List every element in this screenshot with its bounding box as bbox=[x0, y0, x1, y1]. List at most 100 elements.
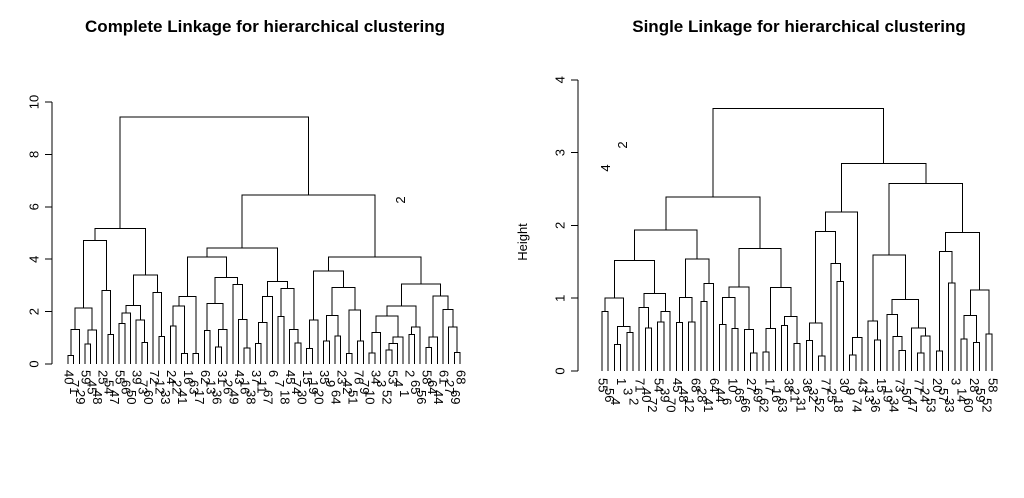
dendrogram-link bbox=[969, 289, 990, 335]
dendrogram-link bbox=[432, 295, 449, 338]
leaf-label: 20 bbox=[930, 378, 945, 392]
dendrogram-link bbox=[898, 350, 906, 371]
leaf-label: 66 bbox=[118, 380, 133, 394]
dendrogram-link bbox=[643, 292, 666, 312]
dendrogram-link bbox=[678, 296, 693, 323]
leaf-label: 76 bbox=[351, 370, 366, 384]
leaf-label: 54 bbox=[651, 378, 666, 392]
leaf-label: 28 bbox=[695, 388, 710, 402]
dendrogram-link bbox=[685, 258, 710, 298]
leaf-label: 73 bbox=[893, 378, 908, 392]
annotation-label: 2 bbox=[393, 196, 408, 203]
leaf-label: 45 bbox=[283, 370, 298, 384]
dendrogram-link bbox=[657, 321, 665, 371]
leaf-label: 45 bbox=[84, 380, 99, 394]
single-linkage-title: Single Linkage for hierarchical clusteri… bbox=[632, 17, 965, 36]
leaf-label: 19 bbox=[306, 380, 321, 394]
leaf-label: 60 bbox=[961, 398, 976, 412]
leaf-label: 40 bbox=[639, 388, 654, 402]
dendrogram-link bbox=[386, 305, 417, 328]
leaf-label: 30 bbox=[837, 378, 852, 392]
leaf-label: 12 bbox=[682, 398, 697, 412]
dendrogram-link bbox=[731, 327, 739, 371]
dendrogram-link bbox=[323, 340, 330, 364]
dendrogram-link bbox=[385, 349, 393, 364]
leaf-label: 36 bbox=[868, 398, 883, 412]
leaf-label: 57 bbox=[936, 388, 951, 402]
leaf-label: 34 bbox=[887, 398, 902, 412]
dendrogram-link bbox=[206, 303, 224, 331]
leaf-label: 72 bbox=[645, 398, 660, 412]
leaf-label: 53 bbox=[385, 370, 400, 384]
leaf-label: 35 bbox=[317, 370, 332, 384]
complete-linkage-dendrogram bbox=[67, 116, 461, 364]
leaf-label: 52 bbox=[380, 390, 395, 404]
leaf-label: 3 bbox=[374, 380, 389, 387]
dendrogram-link bbox=[135, 319, 146, 364]
dendrogram-link bbox=[972, 341, 981, 371]
leaf-label: 9 bbox=[843, 388, 858, 395]
leaf-label: 73 bbox=[135, 380, 150, 394]
leaf-label: 29 bbox=[73, 390, 88, 404]
dendrogram-link bbox=[254, 342, 262, 364]
leaf-label: 15 bbox=[300, 370, 315, 384]
dendrogram-link bbox=[83, 239, 107, 308]
leaf-label: 6 bbox=[266, 370, 281, 377]
dendrogram-link bbox=[169, 325, 177, 364]
single-linkage-y-axis: 0 1 2 3 4 bbox=[552, 76, 579, 375]
dendrogram-link bbox=[125, 305, 141, 321]
dendrogram-link bbox=[257, 322, 268, 364]
leaf-label: 72 bbox=[147, 370, 162, 384]
leaf-label: 49 bbox=[226, 390, 241, 404]
leaf-label: 18 bbox=[831, 398, 846, 412]
leaf-label: 36 bbox=[209, 390, 224, 404]
leaf-label: 38 bbox=[243, 390, 258, 404]
leaf-label: 4 bbox=[608, 398, 623, 405]
leaf-label: 7 bbox=[272, 380, 287, 387]
y-tick-label: 0 bbox=[552, 367, 567, 374]
leaf-label: 41 bbox=[701, 398, 716, 412]
dendrogram-link bbox=[675, 321, 683, 371]
dendrogram-link bbox=[331, 286, 356, 316]
dendrogram-link bbox=[448, 326, 458, 364]
leaf-label: 64 bbox=[329, 390, 344, 404]
leaf-label: 71 bbox=[67, 380, 82, 394]
dendrogram-link bbox=[830, 263, 841, 371]
leaf-label: 71 bbox=[633, 378, 648, 392]
dendrogram-link bbox=[388, 343, 399, 364]
leaf-label: 20 bbox=[312, 390, 327, 404]
dendrogram-link bbox=[74, 307, 93, 331]
dendrogram-link bbox=[453, 352, 461, 364]
dendrogram-link bbox=[218, 328, 228, 364]
leaf-label: 45 bbox=[670, 378, 685, 392]
leaf-label: 77 bbox=[818, 378, 833, 392]
dendrogram-link bbox=[237, 319, 248, 364]
leaf-label: 55 bbox=[596, 378, 611, 392]
leaf-label: 74 bbox=[849, 398, 864, 412]
leaf-label: 65 bbox=[732, 388, 747, 402]
leaf-label: 42 bbox=[340, 380, 355, 394]
dendrogram-link bbox=[938, 250, 953, 351]
y-tick-label: 4 bbox=[26, 256, 41, 263]
leaf-label: 52 bbox=[979, 398, 994, 412]
dendrogram-link bbox=[178, 295, 197, 354]
dendrogram-link bbox=[891, 298, 919, 328]
dendrogram-link bbox=[960, 338, 968, 371]
dendrogram-link bbox=[781, 324, 789, 371]
dendrogram-link bbox=[232, 283, 244, 364]
dendrogram-link bbox=[411, 326, 421, 364]
leaf-label: 28 bbox=[967, 378, 982, 392]
leaf-label: 44 bbox=[713, 388, 728, 402]
leaf-label: 17 bbox=[763, 378, 778, 392]
dendrogram-link bbox=[728, 286, 750, 330]
dendrogram-link bbox=[107, 334, 114, 364]
leaf-label: 33 bbox=[942, 398, 957, 412]
dendrogram-link bbox=[243, 347, 251, 364]
dendrogram-link bbox=[793, 342, 801, 371]
dendrogram-link bbox=[762, 351, 770, 371]
leaf-label: 26 bbox=[221, 380, 236, 394]
dendrogram-link bbox=[84, 343, 92, 364]
dendrogram-link bbox=[836, 280, 844, 371]
leaf-label: 43 bbox=[232, 370, 247, 384]
dendrogram-link bbox=[371, 332, 381, 364]
